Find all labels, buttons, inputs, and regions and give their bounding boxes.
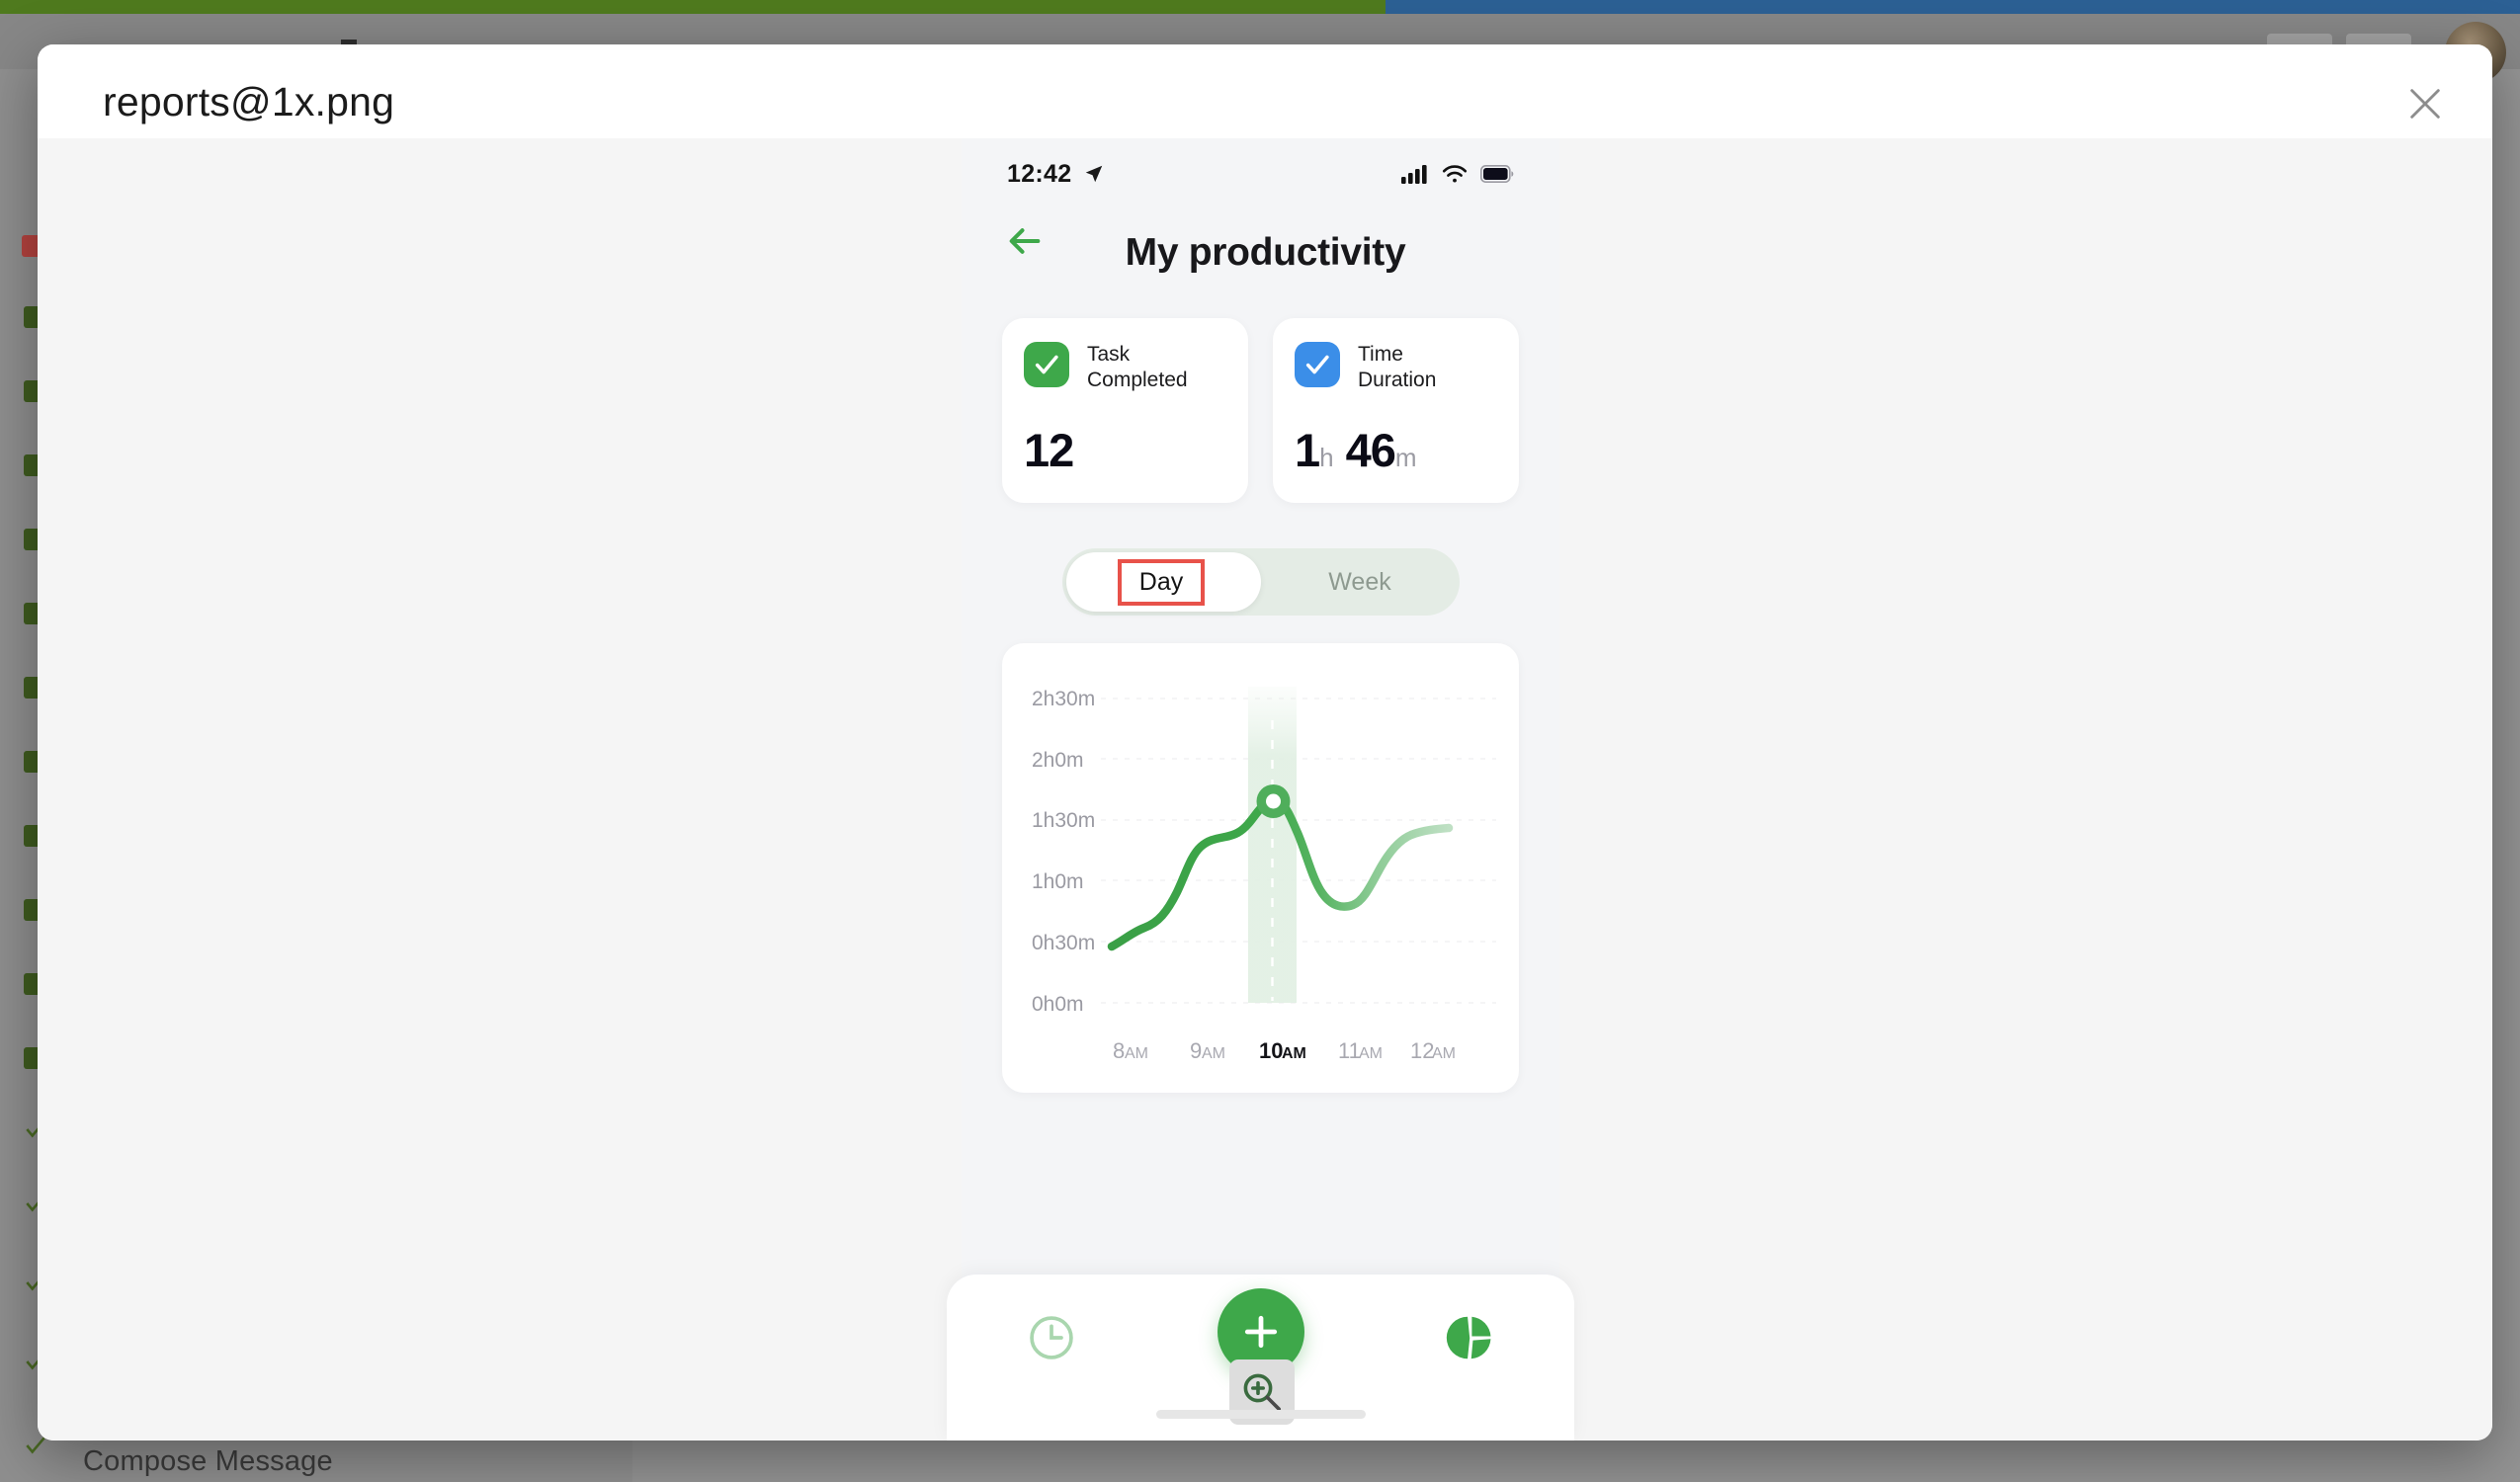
stat-label-line2: Duration [1358, 369, 1437, 392]
period-toggle-wrapper: Day Week [962, 503, 1559, 617]
wifi-icon [1442, 164, 1468, 184]
productivity-chart-card[interactable]: 2h30m 2h0m 1h30m 1h0m 0h30m 0h0m 8 AM 9 AM… [1002, 643, 1519, 1094]
svg-text:2h0m: 2h0m [1032, 749, 1084, 772]
phone-mockup: 12:42 [947, 138, 1574, 1441]
dialog-title: reports@1x.png [103, 79, 395, 124]
background-topbar-green [0, 0, 1386, 14]
period-segmented-control: Day Week [1061, 548, 1460, 617]
svg-text:12: 12 [1410, 1038, 1434, 1063]
stat-card-value: 12 [1024, 423, 1226, 477]
stat-card-task-completed[interactable]: Task Completed 12 [1002, 318, 1248, 504]
chart-data-marker [1256, 784, 1291, 819]
dialog-header: reports@1x.png [38, 44, 2492, 138]
stat-unit-hours: h [1319, 443, 1334, 473]
tab-week[interactable]: Week [1261, 548, 1460, 616]
stat-cards: Task Completed 12 [962, 296, 1559, 504]
svg-text:8: 8 [1113, 1038, 1125, 1063]
svg-text:1h0m: 1h0m [1032, 870, 1084, 893]
stat-card-time-duration[interactable]: Time Duration 1h 46m [1273, 318, 1519, 504]
stat-value-hours: 1 [1295, 424, 1320, 477]
phone-app-bar: My productivity [962, 209, 1559, 296]
stat-card-label: Time Duration [1358, 342, 1436, 393]
tab-week-label: Week [1328, 567, 1391, 596]
clock-icon[interactable] [947, 1312, 1156, 1363]
stat-value-number: 12 [1024, 424, 1074, 477]
svg-text:AM: AM [1432, 1045, 1456, 1062]
tab-day-label: Day [1117, 558, 1206, 606]
stat-card-label: Task Completed [1087, 342, 1188, 393]
stat-card-value: 1h 46m [1295, 423, 1497, 477]
svg-text:AM: AM [1282, 1045, 1306, 1062]
dialog-body: 12:42 [38, 138, 2492, 1441]
stat-label-line2: Completed [1087, 369, 1188, 392]
svg-text:0h30m: 0h30m [1032, 932, 1095, 954]
background-topbar-blue [1386, 0, 2520, 14]
image-preview-dialog: reports@1x.png 12:42 [38, 44, 2492, 1441]
check-icon [22, 1433, 49, 1458]
svg-text:11: 11 [1338, 1038, 1361, 1063]
productivity-line-chart: 2h30m 2h0m 1h30m 1h0m 0h30m 0h0m 8 AM 9 AM… [1032, 687, 1496, 1063]
chart-gridlines [1101, 698, 1496, 1004]
svg-text:9: 9 [1190, 1038, 1202, 1063]
home-indicator [1155, 1410, 1366, 1419]
stat-value-minutes: 46 [1345, 424, 1396, 477]
check-icon [1024, 342, 1069, 387]
status-time: 12:42 [1007, 159, 1072, 188]
tab-day[interactable]: Day [1062, 548, 1261, 616]
svg-text:AM: AM [1359, 1045, 1383, 1062]
svg-text:AM: AM [1202, 1045, 1225, 1062]
check-icon [1295, 342, 1340, 387]
svg-text:0h0m: 0h0m [1032, 993, 1084, 1016]
stat-unit-minutes: m [1394, 443, 1417, 473]
svg-text:2h30m: 2h30m [1032, 688, 1095, 710]
svg-text:10: 10 [1259, 1038, 1283, 1063]
bottom-navigation [947, 1275, 1574, 1441]
page-title: My productivity [1125, 231, 1406, 274]
battery-full-icon [1480, 165, 1514, 183]
close-icon[interactable] [2399, 78, 2451, 129]
phone-status-bar: 12:42 [962, 138, 1559, 209]
pie-chart-icon[interactable] [1365, 1312, 1574, 1363]
stat-label-line1: Time [1358, 343, 1403, 366]
location-arrow-icon [1083, 163, 1105, 185]
chart-y-axis-labels: 2h30m 2h0m 1h30m 1h0m 0h30m 0h0m [1032, 688, 1095, 1016]
stat-label-line1: Task [1087, 343, 1131, 366]
compose-message-label[interactable]: Compose Message [83, 1445, 333, 1477]
arrow-left-icon[interactable] [1001, 217, 1049, 265]
svg-text:AM: AM [1125, 1045, 1148, 1062]
svg-text:1h30m: 1h30m [1032, 809, 1095, 832]
cellular-signal-icon [1401, 164, 1429, 184]
